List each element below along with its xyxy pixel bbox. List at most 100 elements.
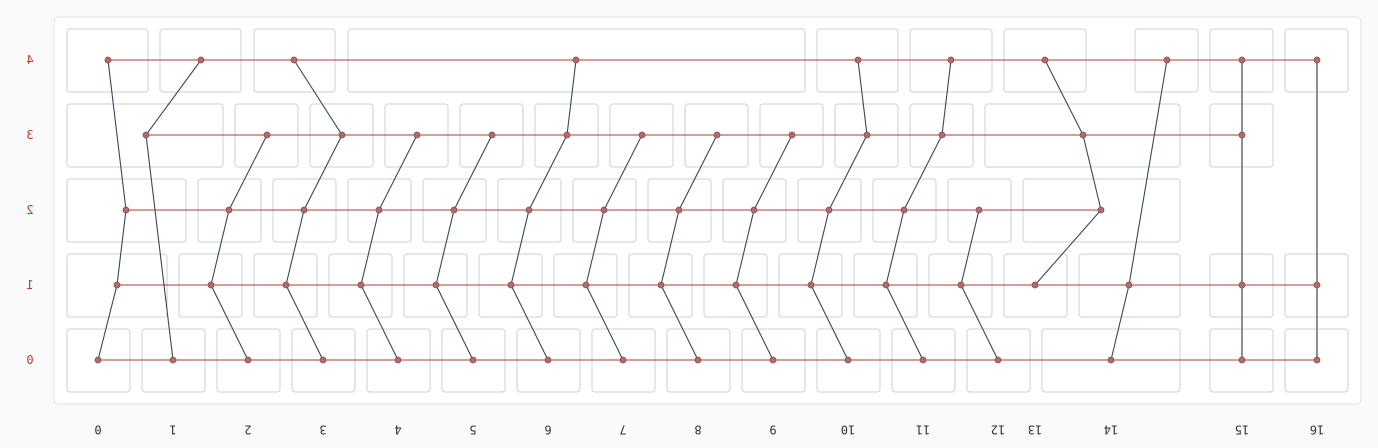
switch-node-c6-r3 bbox=[563, 131, 571, 139]
switch-node-c4-r0 bbox=[394, 356, 402, 364]
switch-node-c14-r4 bbox=[1163, 56, 1171, 64]
column-wire-7 bbox=[585, 134, 643, 361]
switch-node-c14-r0 bbox=[1107, 356, 1115, 364]
switch-node-c3-r3 bbox=[338, 131, 346, 139]
column-label-8: 8 bbox=[694, 423, 701, 437]
row-label-3: 3 bbox=[26, 128, 33, 142]
switch-node-c9-r2 bbox=[750, 206, 758, 214]
switch-node-c5-r0 bbox=[469, 356, 477, 364]
column-label-15: 15 bbox=[1235, 423, 1249, 437]
switch-node-c0-r0 bbox=[94, 356, 102, 364]
switch-node-c8-r3 bbox=[713, 131, 721, 139]
switch-node-c7-r3 bbox=[638, 131, 646, 139]
switch-node-c13-r3 bbox=[1079, 131, 1087, 139]
switch-node-c8-r0 bbox=[694, 356, 702, 364]
column-label-3: 3 bbox=[319, 423, 326, 437]
switch-node-c2-r1 bbox=[207, 281, 215, 289]
switch-node-c0-r4 bbox=[104, 56, 112, 64]
switch-node-c7-r0 bbox=[619, 356, 627, 364]
switch-node-c3-r1 bbox=[282, 281, 290, 289]
column-wire-8 bbox=[660, 134, 718, 361]
column-label-10: 10 bbox=[841, 423, 855, 437]
column-label-0: 0 bbox=[94, 423, 101, 437]
column-wire-0 bbox=[97, 59, 127, 361]
switch-node-c15-r4 bbox=[1238, 56, 1246, 64]
switch-node-c11-r0 bbox=[919, 356, 927, 364]
column-label-16: 16 bbox=[1310, 423, 1324, 437]
switch-node-c15-r1 bbox=[1238, 281, 1246, 289]
switch-node-c13-r4 bbox=[1041, 56, 1049, 64]
switch-node-c5-r1 bbox=[432, 281, 440, 289]
row-lines bbox=[98, 59, 1317, 361]
switch-node-c16-r1 bbox=[1313, 281, 1321, 289]
switch-node-c6-r4 bbox=[572, 56, 580, 64]
switch-node-c14-r1 bbox=[1125, 281, 1133, 289]
switch-node-c10-r4 bbox=[854, 56, 862, 64]
switch-node-c16-r0 bbox=[1313, 356, 1321, 364]
switch-node-c2-r2 bbox=[225, 206, 233, 214]
switch-node-c9-r3 bbox=[788, 131, 796, 139]
switch-node-c6-r0 bbox=[544, 356, 552, 364]
switch-node-c8-r1 bbox=[657, 281, 665, 289]
column-label-12: 12 bbox=[991, 423, 1005, 437]
switch-node-c10-r2 bbox=[825, 206, 833, 214]
switch-node-c11-r4 bbox=[947, 56, 955, 64]
row-label-1: 1 bbox=[26, 278, 33, 292]
row-labels: 4 3 2 1 0 bbox=[26, 53, 33, 367]
column-wire-13 bbox=[1034, 59, 1102, 286]
switch-node-c5-r2 bbox=[450, 206, 458, 214]
column-label-4: 4 bbox=[394, 423, 401, 437]
switch-node-c7-r1 bbox=[582, 281, 590, 289]
switch-node-c3-r2 bbox=[300, 206, 308, 214]
column-label-1: 1 bbox=[169, 423, 176, 437]
switch-node-c4-r2 bbox=[375, 206, 383, 214]
switch-node-c11-r2 bbox=[900, 206, 908, 214]
switch-node-c12-r2 bbox=[975, 206, 983, 214]
switch-node-c2-r0 bbox=[244, 356, 252, 364]
switch-node-c8-r2 bbox=[675, 206, 683, 214]
switch-node-c0-r1 bbox=[113, 281, 121, 289]
switch-node-c10-r1 bbox=[807, 281, 815, 289]
switch-node-c10-r0 bbox=[844, 356, 852, 364]
column-wire-2 bbox=[210, 134, 268, 361]
switch-node-c2-r4 bbox=[290, 56, 298, 64]
row-label-4: 4 bbox=[26, 53, 33, 67]
column-wire-4 bbox=[360, 134, 418, 361]
switch-node-c7-r2 bbox=[600, 206, 608, 214]
switch-node-c6-r1 bbox=[507, 281, 515, 289]
column-labels: 0 1 2 3 4 5 6 7 8 9 10 11 12 13 14 15 16 bbox=[94, 423, 1324, 437]
switch-node-c11-r3 bbox=[938, 131, 946, 139]
switch-node-c9-r0 bbox=[769, 356, 777, 364]
switch-node-c0-r2 bbox=[122, 206, 130, 214]
column-label-7: 7 bbox=[619, 423, 626, 437]
switch-node-c6-r2 bbox=[525, 206, 533, 214]
switch-node-c3-r0 bbox=[319, 356, 327, 364]
switch-node-c1-r4 bbox=[197, 56, 205, 64]
row-label-2: 2 bbox=[26, 203, 33, 217]
column-wire-9 bbox=[735, 134, 793, 361]
switch-node-c1-r0 bbox=[169, 356, 177, 364]
switch-node-c2-r3 bbox=[263, 131, 271, 139]
column-label-5: 5 bbox=[469, 423, 476, 437]
column-label-13: 13 bbox=[1028, 423, 1042, 437]
switch-node-c4-r1 bbox=[357, 281, 365, 289]
switch-node-c13-r2 bbox=[1097, 206, 1105, 214]
switch-node-c15-r3 bbox=[1238, 131, 1246, 139]
column-label-9: 9 bbox=[769, 423, 776, 437]
switch-node-c12-r0 bbox=[994, 356, 1002, 364]
switch-node-c10-r3 bbox=[863, 131, 871, 139]
column-wire-5 bbox=[435, 134, 493, 361]
column-label-11: 11 bbox=[916, 423, 930, 437]
column-label-2: 2 bbox=[244, 423, 251, 437]
switch-node-c4-r3 bbox=[413, 131, 421, 139]
switch-node-c11-r1 bbox=[882, 281, 890, 289]
switch-node-c12-r1 bbox=[957, 281, 965, 289]
switch-nodes bbox=[94, 56, 1321, 364]
switch-node-c1-r3 bbox=[142, 131, 150, 139]
row-label-0: 0 bbox=[26, 353, 33, 367]
switch-node-c13-r1 bbox=[1031, 281, 1039, 289]
switch-node-c15-r0 bbox=[1238, 356, 1246, 364]
switch-node-c9-r1 bbox=[732, 281, 740, 289]
